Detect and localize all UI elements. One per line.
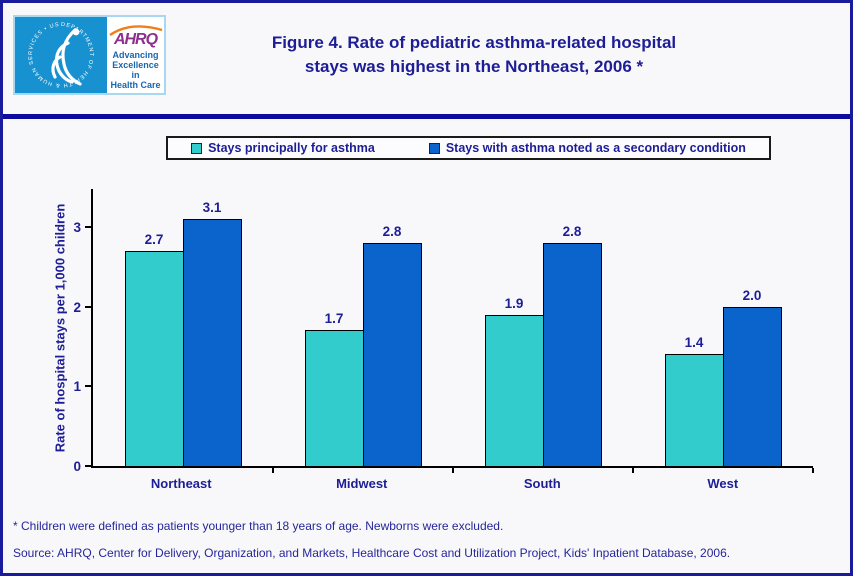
legend-swatch-teal (191, 142, 203, 154)
bar-value-label: 2.8 (382, 224, 402, 239)
y-tick-label: 3 (73, 220, 81, 235)
tagline-line-1: Advancing (112, 50, 159, 60)
ahrq-arc-icon (109, 25, 163, 36)
y-tick-label: 2 (73, 300, 81, 315)
bar-value-label: 2.7 (144, 232, 164, 247)
ahrq-wordmark: AHRQ Advancing Excellence in Health Care (107, 17, 164, 93)
tagline-line-2: Excellence in (112, 60, 159, 80)
category-label-northeast: Northeast (150, 476, 212, 491)
hhs-eagle-icon: DEPARTMENT OF HEALTH & HUMAN SERVICES • … (15, 17, 93, 88)
category-label-west: West (707, 476, 739, 491)
bar-midwest-series-0: 1.7 (304, 311, 364, 466)
bar-midwest-series-1: 2.8 (362, 224, 422, 466)
x-tick-mark (452, 468, 454, 473)
y-tick-mark (85, 306, 91, 308)
header-divider (3, 114, 850, 119)
category-label-midwest: Midwest (336, 476, 388, 491)
bar-group-south: 1.9 2.8 (453, 189, 633, 466)
bar-value-label: 1.4 (684, 335, 704, 350)
hhs-seal: DEPARTMENT OF HEALTH & HUMAN SERVICES • … (15, 17, 107, 93)
legend-label-principal: Stays principally for asthma (208, 141, 375, 155)
category-label-south: South (523, 476, 561, 491)
x-tick-mark (812, 468, 814, 473)
bar-group-northeast: 2.7 3.1 (93, 189, 273, 466)
bar-group-midwest: 1.7 2.8 (273, 189, 453, 466)
ahrq-acronym: AHRQ (113, 31, 158, 48)
x-tick-mark (272, 468, 274, 473)
bars-container: 2.7 3.1 1.7 2.8 1.9 2.8 1.4 2.0 (93, 189, 813, 466)
bar-value-label: 1.9 (504, 296, 524, 311)
bar-south-series-1: 2.8 (542, 224, 602, 466)
figure-title: Figure 4. Rate of pediatric asthma-relat… (181, 31, 767, 79)
legend-swatch-blue (428, 142, 440, 154)
y-tick-mark (85, 385, 91, 387)
bar-west-series-0: 1.4 (664, 335, 724, 466)
bar-value-label: 1.7 (324, 311, 344, 326)
y-axis-title: Rate of hospital stays per 1,000 childre… (52, 203, 68, 453)
bar-group-west: 1.4 2.0 (633, 189, 813, 466)
tagline-line-3: Health Care (110, 80, 161, 90)
ahrq-hhs-logo: DEPARTMENT OF HEALTH & HUMAN SERVICES • … (13, 15, 166, 95)
ahrq-tagline: Advancing Excellence in Health Care (107, 50, 164, 90)
eagle-head (72, 28, 80, 36)
y-tick-label: 1 (73, 379, 81, 394)
y-tick-label: 0 (73, 459, 81, 474)
bar-west-series-1: 2.0 (722, 288, 782, 466)
legend-item-secondary: Stays with asthma noted as a secondary c… (428, 141, 746, 155)
chart-legend: Stays principally for asthma Stays with … (166, 136, 771, 160)
bar-value-label: 2.0 (742, 288, 762, 303)
x-tick-mark (632, 468, 634, 473)
figure-title-line-1: Figure 4. Rate of pediatric asthma-relat… (271, 33, 677, 52)
footnote-definition: * Children were defined as patients youn… (13, 519, 504, 533)
bar-northeast-series-0: 2.7 (124, 232, 184, 466)
bar-value-label: 2.8 (562, 224, 582, 239)
legend-item-principal: Stays principally for asthma (191, 141, 375, 155)
bar-south-series-0: 1.9 (484, 296, 544, 466)
bar-value-label: 3.1 (202, 200, 222, 215)
legend-label-secondary: Stays with asthma noted as a secondary c… (445, 141, 746, 155)
plot-area: 2.7 3.1 1.7 2.8 1.9 2.8 1.4 2.0 0 1 2 3 (73, 189, 814, 474)
y-tick-mark (85, 465, 91, 467)
y-tick-mark (85, 226, 91, 228)
figure-title-line-2: stays was highest in the Northeast, 2006… (304, 57, 644, 76)
footnote-source: Source: AHRQ, Center for Delivery, Organ… (13, 546, 731, 560)
bar-northeast-series-1: 3.1 (182, 200, 242, 466)
x-axis-category-labels: Northeast Midwest South West (91, 476, 813, 491)
